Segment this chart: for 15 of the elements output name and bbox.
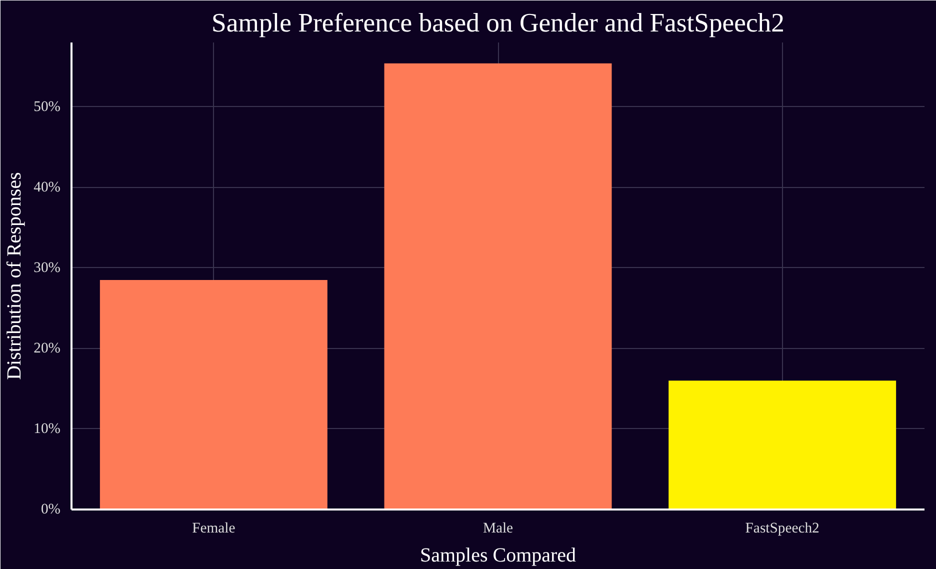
x-tick-label: FastSpeech2 (745, 520, 820, 536)
chart-title: Sample Preference based on Gender and FastSpeech2 (212, 8, 784, 38)
y-tick-label: 50% (34, 98, 61, 115)
y-tick-label: 30% (34, 260, 61, 276)
y-axis-title: Distribution of Responses (4, 172, 26, 380)
x-tick-label: Female (192, 520, 236, 536)
y-tick-label: 40% (34, 179, 61, 196)
x-tick-label: Male (482, 520, 514, 536)
bar (384, 63, 612, 510)
y-tick-label: 10% (34, 420, 61, 437)
bar (668, 380, 896, 510)
bar (100, 280, 328, 510)
y-tick-label: 20% (34, 340, 61, 356)
y-tick-label: 0% (40, 502, 61, 518)
x-axis-title: Samples Compared (420, 544, 576, 566)
